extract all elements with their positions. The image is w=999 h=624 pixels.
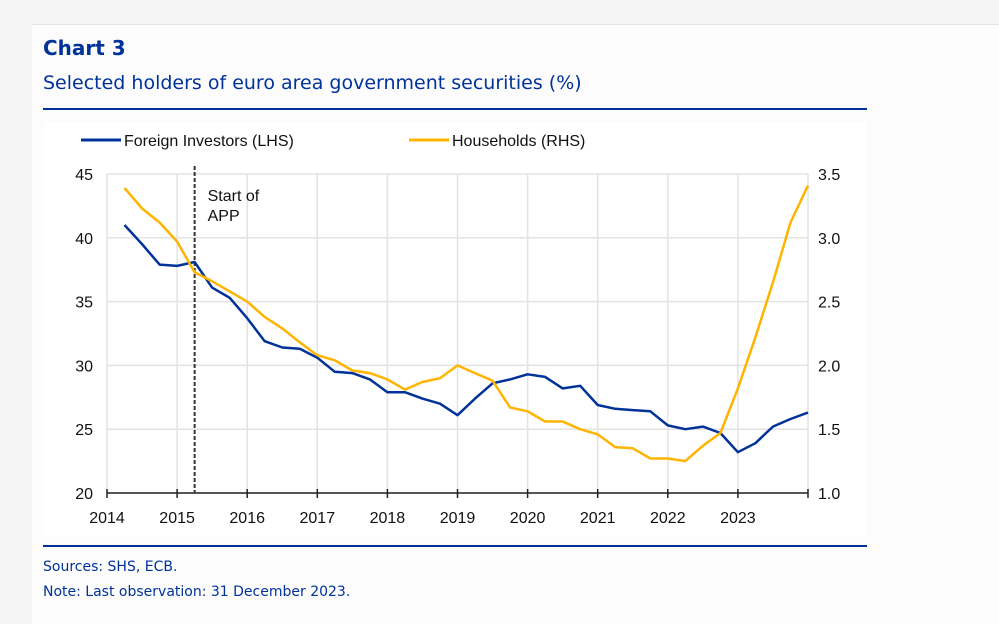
x-tick-label: 2021 [580,510,616,527]
x-tick-label: 2022 [650,510,686,527]
y-right-tick-label: 3.0 [818,231,840,248]
legend-label: Households (RHS) [452,133,585,150]
x-tick-label: 2023 [720,510,756,527]
y-left-tick-label: 20 [75,486,93,503]
x-tick-label: 2020 [510,510,546,527]
x-tick-label: 2017 [300,510,336,527]
x-tick-label: 2019 [440,510,476,527]
sources-text: Sources: SHS, ECB. [43,559,177,575]
y-right-tick-label: 3.5 [818,167,840,184]
x-tick-label: 2016 [229,510,265,527]
annotation-text: Start of [208,188,260,205]
y-left-tick-label: 45 [75,167,93,184]
chart-subtitle: Selected holders of euro area government… [43,72,582,94]
y-right-tick-label: 1.5 [818,422,840,439]
line-chart: 20 25 30 35 40 45 1.0 1.5 2.0 2.5 3.0 3.5 2014 2015 20… [44,122,866,536]
y-right-tick-label: 2.5 [818,295,840,312]
x-tick-label: 2018 [370,510,406,527]
bottom-divider [43,545,867,547]
y-left-tick-label: 25 [75,422,93,439]
series-line-foreign-investors [125,225,809,452]
note-text: Note: Last observation: 31 December 2023… [43,584,350,600]
legend-label: Foreign Investors (LHS) [124,133,294,150]
top-divider [43,108,867,110]
y-right-tick-label: 1.0 [818,486,840,503]
y-left-tick-label: 35 [75,295,93,312]
chart-title: Chart 3 [43,36,126,60]
series-line-households [125,186,809,462]
y-right-tick-label: 2.0 [818,358,840,375]
chart-area: 20 25 30 35 40 45 1.0 1.5 2.0 2.5 3.0 3.5 2014 2015 20… [44,122,866,536]
x-tick-label: 2015 [159,510,195,527]
annotation-text: APP [208,208,240,225]
x-tick-label: 2014 [89,510,125,527]
y-left-tick-label: 40 [75,231,93,248]
y-left-tick-label: 30 [75,358,93,375]
